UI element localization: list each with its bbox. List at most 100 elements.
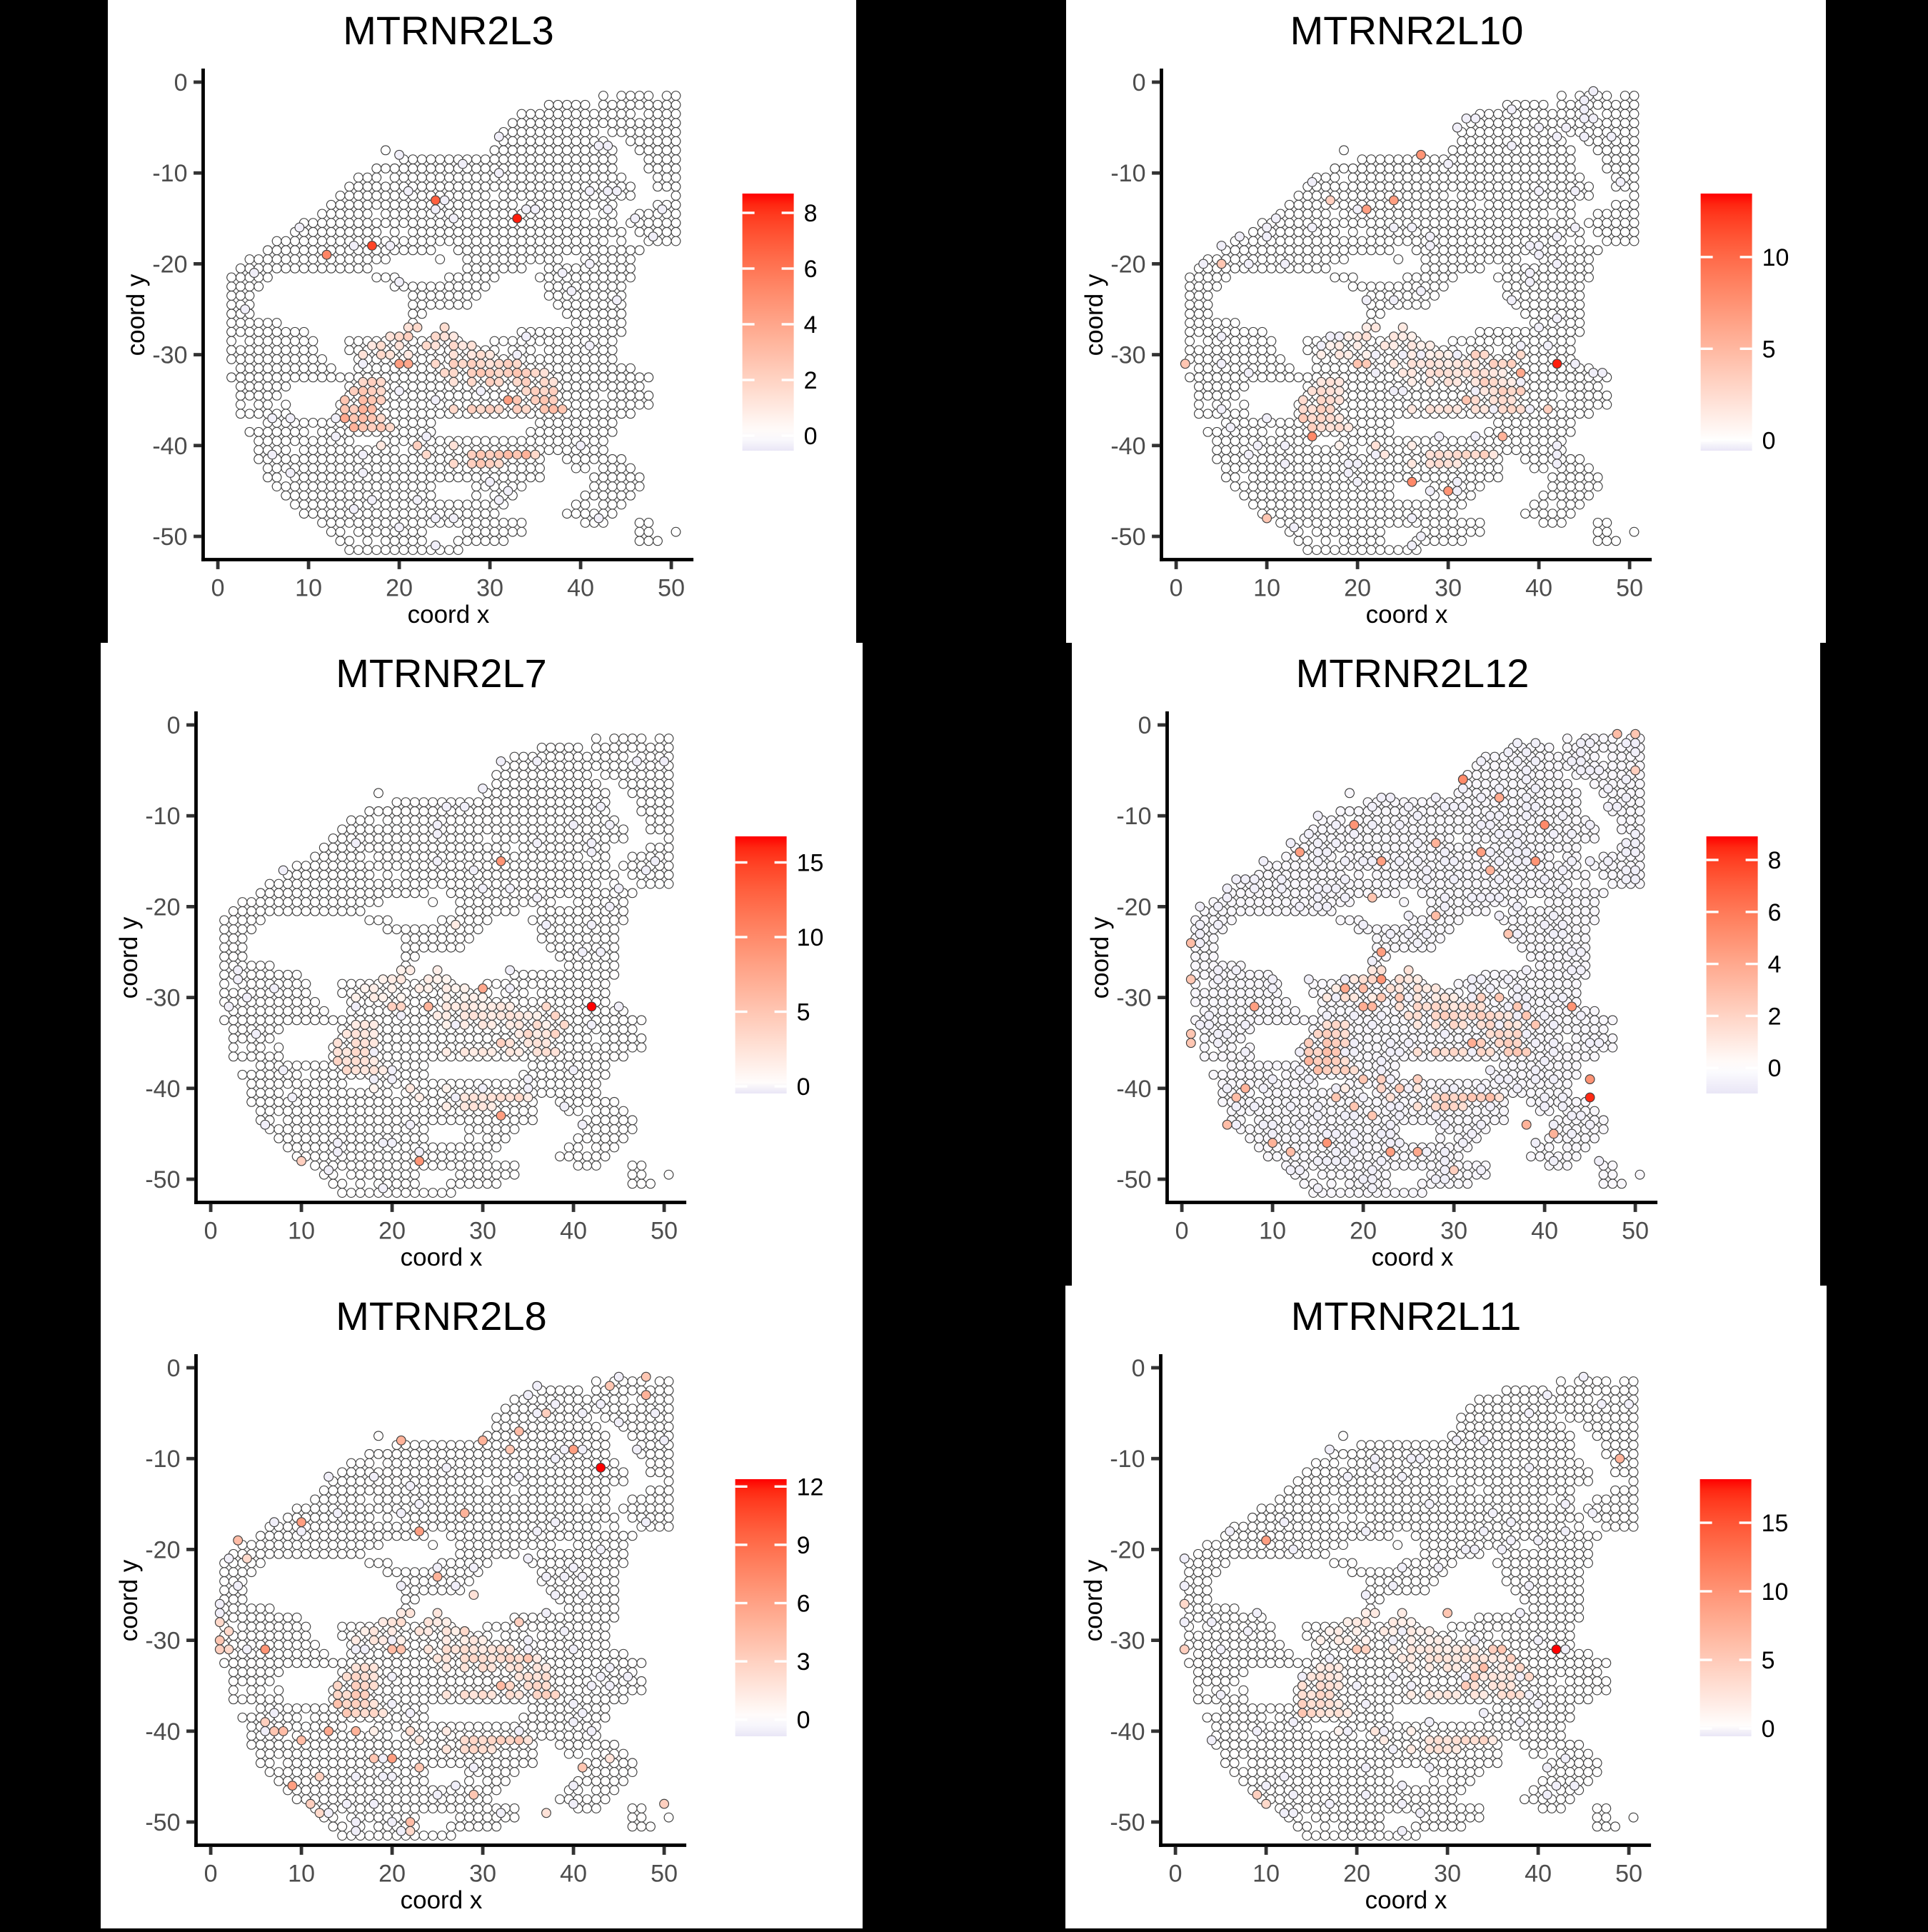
svg-text:-50: -50 — [145, 1809, 180, 1836]
svg-text:10: 10 — [1252, 1861, 1280, 1888]
svg-text:40: 40 — [1531, 1218, 1558, 1245]
svg-text:coord x: coord x — [408, 601, 490, 629]
svg-text:0: 0 — [211, 575, 225, 602]
svg-text:10: 10 — [288, 1218, 315, 1245]
svg-text:12: 12 — [797, 1473, 824, 1501]
svg-text:0: 0 — [204, 1861, 218, 1888]
svg-text:0: 0 — [1133, 69, 1146, 96]
svg-text:-10: -10 — [1110, 1446, 1145, 1473]
svg-text:0: 0 — [167, 712, 181, 739]
svg-text:-30: -30 — [152, 342, 187, 369]
svg-text:5: 5 — [1762, 336, 1776, 363]
svg-text:-20: -20 — [152, 251, 187, 278]
svg-text:6: 6 — [797, 1591, 810, 1618]
svg-text:0: 0 — [1132, 1355, 1145, 1382]
svg-text:4: 4 — [1768, 951, 1782, 978]
svg-text:-40: -40 — [152, 433, 187, 460]
svg-text:-40: -40 — [145, 1076, 180, 1103]
svg-text:-40: -40 — [145, 1718, 180, 1746]
svg-text:8: 8 — [804, 200, 818, 227]
svg-text:30: 30 — [1440, 1218, 1467, 1245]
svg-text:0: 0 — [167, 1355, 181, 1382]
svg-text:20: 20 — [386, 575, 413, 602]
svg-text:-10: -10 — [145, 1446, 180, 1473]
svg-text:30: 30 — [469, 1218, 496, 1245]
svg-text:0: 0 — [204, 1218, 218, 1245]
svg-text:30: 30 — [1434, 1861, 1461, 1888]
svg-text:8: 8 — [1768, 847, 1782, 874]
svg-text:coord y: coord y — [122, 274, 150, 356]
svg-text:-50: -50 — [145, 1166, 180, 1193]
svg-text:40: 40 — [560, 1861, 587, 1888]
svg-text:coord x: coord x — [401, 1886, 483, 1914]
svg-text:10: 10 — [1259, 1218, 1286, 1245]
svg-text:coord x: coord x — [1365, 1886, 1447, 1914]
svg-text:-10: -10 — [1116, 803, 1151, 830]
svg-text:-30: -30 — [1116, 985, 1151, 1012]
svg-text:3: 3 — [797, 1648, 810, 1676]
svg-text:-40: -40 — [1110, 433, 1145, 460]
svg-text:10: 10 — [1762, 244, 1789, 271]
svg-text:-30: -30 — [1110, 1628, 1145, 1655]
svg-text:-10: -10 — [152, 160, 187, 187]
svg-text:-30: -30 — [145, 1628, 180, 1655]
svg-text:40: 40 — [1525, 1861, 1552, 1888]
svg-text:-40: -40 — [1116, 1076, 1151, 1103]
svg-text:50: 50 — [1615, 1861, 1642, 1888]
svg-text:-30: -30 — [1110, 342, 1145, 369]
svg-text:-20: -20 — [145, 894, 180, 921]
svg-text:20: 20 — [378, 1861, 406, 1888]
svg-text:0: 0 — [797, 1073, 810, 1101]
svg-text:-10: -10 — [145, 803, 180, 830]
svg-text:coord x: coord x — [401, 1243, 483, 1271]
svg-text:0: 0 — [804, 423, 818, 450]
svg-text:-40: -40 — [1110, 1718, 1145, 1746]
svg-text:coord y: coord y — [1086, 916, 1114, 998]
svg-text:MTRNR2L12: MTRNR2L12 — [1296, 651, 1530, 696]
svg-text:-20: -20 — [1116, 894, 1151, 921]
svg-text:0: 0 — [1768, 1055, 1782, 1082]
svg-text:coord y: coord y — [115, 916, 143, 998]
svg-text:coord x: coord x — [1372, 1243, 1454, 1271]
svg-text:0: 0 — [1762, 428, 1776, 455]
svg-text:30: 30 — [469, 1861, 496, 1888]
svg-text:0: 0 — [1138, 712, 1152, 739]
svg-text:4: 4 — [804, 311, 818, 339]
svg-text:10: 10 — [1253, 575, 1280, 602]
svg-text:coord y: coord y — [115, 1559, 143, 1641]
svg-text:0: 0 — [1175, 1218, 1189, 1245]
svg-text:40: 40 — [560, 1218, 587, 1245]
svg-text:MTRNR2L11: MTRNR2L11 — [1291, 1293, 1522, 1338]
svg-text:-50: -50 — [1116, 1166, 1151, 1193]
svg-text:-30: -30 — [145, 985, 180, 1012]
svg-text:10: 10 — [295, 575, 322, 602]
svg-text:2: 2 — [804, 367, 818, 394]
svg-text:-50: -50 — [1110, 524, 1145, 551]
svg-text:0: 0 — [174, 69, 188, 96]
svg-text:10: 10 — [1762, 1578, 1789, 1606]
svg-text:15: 15 — [1762, 1510, 1789, 1537]
svg-text:0: 0 — [1169, 1861, 1183, 1888]
svg-text:5: 5 — [1762, 1647, 1775, 1674]
svg-text:coord y: coord y — [1080, 274, 1108, 356]
svg-text:MTRNR2L10: MTRNR2L10 — [1290, 8, 1524, 53]
svg-text:5: 5 — [797, 999, 810, 1026]
svg-text:-20: -20 — [145, 1536, 180, 1563]
svg-text:40: 40 — [567, 575, 594, 602]
svg-text:-10: -10 — [1110, 160, 1145, 187]
svg-text:10: 10 — [288, 1861, 315, 1888]
svg-text:50: 50 — [651, 1218, 678, 1245]
svg-text:0: 0 — [1170, 575, 1183, 602]
svg-text:0: 0 — [1762, 1716, 1775, 1743]
svg-text:10: 10 — [797, 924, 824, 951]
svg-text:50: 50 — [1616, 575, 1643, 602]
svg-text:9: 9 — [797, 1532, 810, 1559]
svg-text:20: 20 — [1343, 1861, 1370, 1888]
svg-text:MTRNR2L3: MTRNR2L3 — [343, 8, 554, 53]
svg-text:6: 6 — [1768, 899, 1782, 926]
svg-text:20: 20 — [378, 1218, 406, 1245]
svg-text:6: 6 — [804, 256, 818, 283]
svg-text:50: 50 — [651, 1861, 678, 1888]
svg-text:30: 30 — [476, 575, 503, 602]
svg-text:20: 20 — [1350, 1218, 1377, 1245]
